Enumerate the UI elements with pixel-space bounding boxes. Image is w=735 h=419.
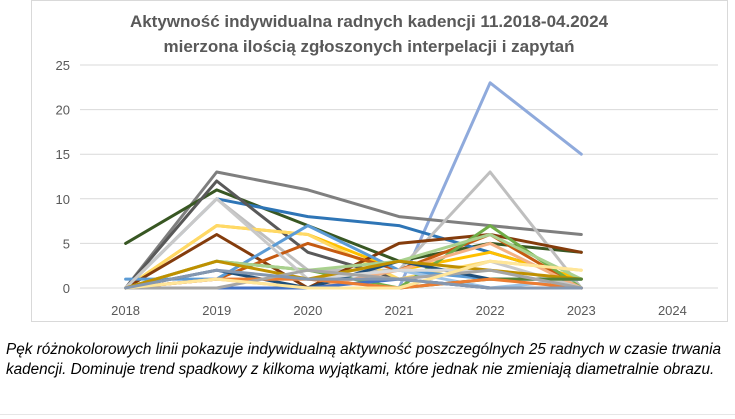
series-line-24 (124, 259, 583, 290)
x-tick-label: 2022 (476, 303, 505, 318)
line-chart: Aktywność indywidualna radnych kadencji … (56, 12, 718, 318)
series-line-23 (124, 268, 583, 290)
y-tick-label: 15 (56, 147, 70, 162)
x-tick-label: 2018 (111, 303, 140, 318)
y-tick-label: 5 (63, 236, 70, 251)
y-tick-label: 10 (56, 192, 70, 207)
chart-title-line-1: Aktywność indywidualna radnych kadencji … (130, 12, 609, 31)
y-tick-label: 20 (56, 103, 70, 118)
x-tick-label: 2024 (658, 303, 687, 318)
series-line-2 (124, 170, 583, 290)
x-tick-label: 2023 (567, 303, 596, 318)
chart-frame: Aktywność indywidualna radnych kadencji … (31, 0, 728, 322)
y-tick-label: 25 (56, 58, 70, 73)
series-line-25 (124, 268, 583, 290)
x-tick-label: 2020 (293, 303, 322, 318)
y-tick-label: 0 (63, 281, 70, 296)
chart-title-line-2: mierzona ilością zgłoszonych interpelacj… (164, 37, 575, 56)
chart-caption: Pęk różnokolorowych linii pokazuje indyw… (6, 341, 722, 378)
bottom-divider (0, 414, 735, 415)
x-tick-label: 2019 (202, 303, 231, 318)
x-tick-label: 2021 (385, 303, 414, 318)
